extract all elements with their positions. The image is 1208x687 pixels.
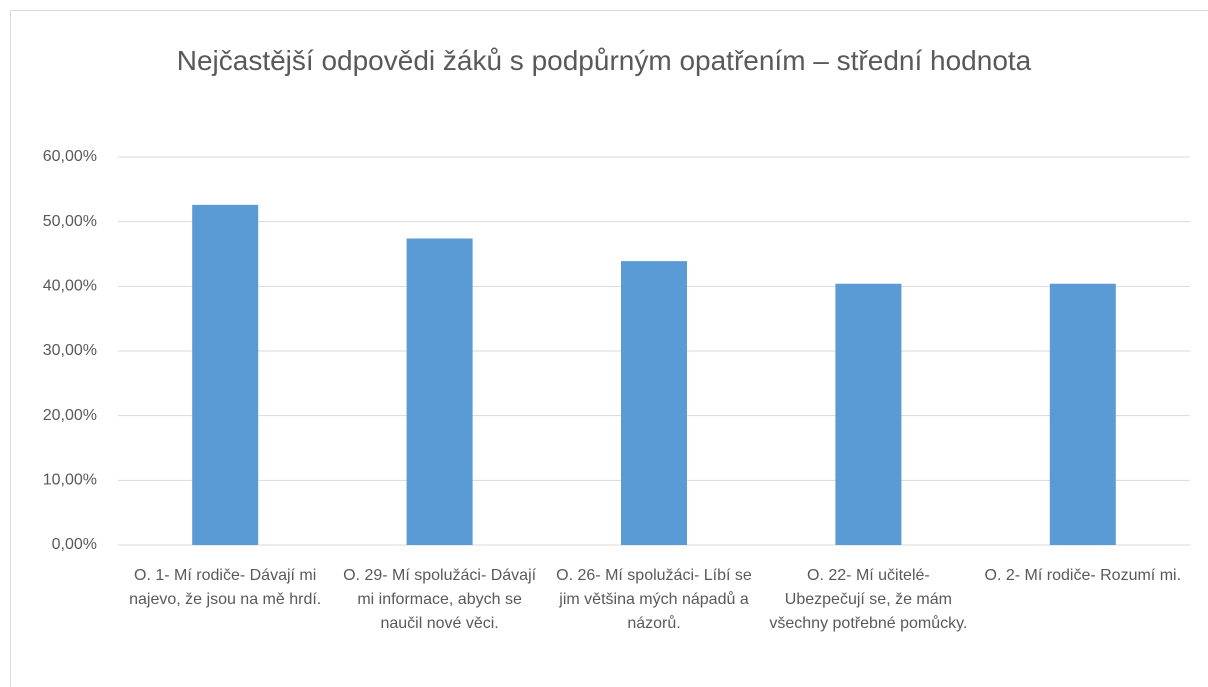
chart-border	[10, 10, 1208, 687]
bar	[1049, 283, 1116, 545]
x-tick-label: O. 1- Mí rodiče- Dávají mi najevo, že js…	[129, 567, 322, 608]
y-tick-label: 0,00%	[52, 536, 97, 553]
x-tick-label: O. 2- Mí rodiče- Rozumí mi.	[984, 567, 1182, 584]
bar	[406, 238, 473, 546]
y-tick-label: 40,00%	[43, 278, 97, 295]
chart-title: Nejčastější odpovědi žáků s podpůrným op…	[176, 45, 1032, 76]
x-tick-label: O. 22- Mí učitelé- Ubezpečují se, že mám…	[769, 567, 968, 632]
x-tick-label: O. 26- Mí spolužáci- Líbí se jim většina…	[556, 567, 752, 632]
y-tick-label: 50,00%	[43, 213, 97, 230]
bar	[835, 283, 902, 545]
bar	[192, 204, 259, 545]
y-tick-label: 30,00%	[43, 342, 97, 359]
x-tick-label: O. 29- Mí spolužáci- Dávají mi informace…	[343, 567, 537, 632]
y-tick-label: 20,00%	[43, 407, 97, 424]
bar	[621, 261, 687, 545]
y-tick-label: 10,00%	[43, 472, 97, 489]
y-tick-label: 60,00%	[43, 148, 97, 165]
